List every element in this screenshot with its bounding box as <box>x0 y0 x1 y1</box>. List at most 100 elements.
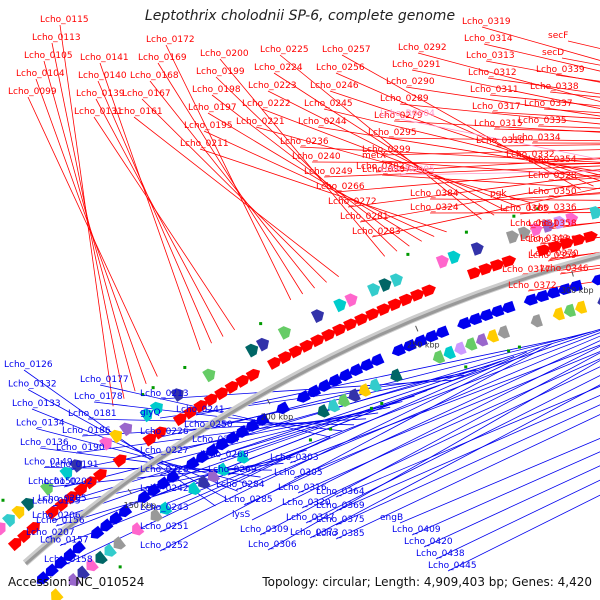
forward-gene-label-leader <box>411 69 600 109</box>
reverse-gene-label: Lcho_0191 <box>50 460 99 470</box>
reverse-gene-label: Lcho_0205 <box>38 494 87 504</box>
cog-category-block <box>69 459 83 473</box>
cog-category-block <box>589 206 600 220</box>
cog-category-block <box>310 309 325 323</box>
forward-gene-label: Lcho_0324 <box>410 203 459 213</box>
reverse-gene-label: Lcho_0207 <box>26 528 75 538</box>
forward-gene-label: Lcho_0199 <box>196 67 245 77</box>
cog-category-block <box>11 505 25 520</box>
forward-gene-label: Lcho_0384 <box>410 189 459 199</box>
forward-gene-arrow <box>571 234 587 247</box>
forward-gene-label: secD <box>542 48 564 58</box>
reverse-gene-label-leader <box>159 351 527 514</box>
forward-gene-label-leader <box>489 94 600 107</box>
reverse-gene-label-leader <box>305 375 600 524</box>
cog-category-block <box>563 303 577 318</box>
forward-gene-label: Lcho_0317 <box>472 102 521 112</box>
forward-gene-arrow <box>354 313 369 327</box>
gc-marker <box>183 365 187 369</box>
forward-gene-label-leader <box>95 98 224 337</box>
accession-text: Accession: NC_010524 <box>8 575 145 589</box>
forward-gene-label: Lcho_0359 <box>528 251 577 261</box>
forward-gene-label: Lcho_0350 <box>528 187 577 197</box>
reverse-gene-label: Lcho_0375 <box>316 515 365 525</box>
forward-gene-label-leader <box>255 126 533 204</box>
reverse-gene-label: Lcho_0251 <box>140 522 189 532</box>
reverse-gene-label: Lcho_0409 <box>392 525 441 535</box>
reverse-gene-label: Lcho_0133 <box>12 399 61 409</box>
forward-gene-label: Lcho_0312 <box>468 68 517 78</box>
cog-category-block <box>432 350 446 364</box>
reverse-gene-label: Lcho_0190 <box>56 443 105 453</box>
forward-gene-label-leader <box>375 158 600 173</box>
forward-gene-label: Lcho_0245 <box>304 99 353 109</box>
forward-gene-label-leader <box>203 130 435 237</box>
forward-gene-arrow <box>245 368 261 382</box>
cog-category-block <box>443 345 456 360</box>
forward-gene-label-leader <box>393 120 600 133</box>
reverse-gene-label: Lcho_0316 <box>278 483 327 493</box>
cog-category-block <box>317 404 330 418</box>
reverse-gene-arrow <box>328 373 343 387</box>
reverse-gene-label-leader <box>297 358 600 494</box>
forward-gene-label: Lcho_0198 <box>192 85 241 95</box>
reverse-gene-label: Lcho_0181 <box>68 409 117 419</box>
reverse-gene-label: Lcho_0243 <box>140 503 189 513</box>
reverse-gene-label: Lcho_0252 <box>140 541 189 551</box>
cog-category-block <box>217 462 230 476</box>
forward-gene-arrow <box>501 255 517 268</box>
reverse-gene-label-leader <box>227 332 600 476</box>
forward-gene-label: Lcho_0331 <box>510 219 559 229</box>
gc-marker <box>406 252 410 256</box>
genome-backbone <box>22 252 600 566</box>
forward-gene-label-leader <box>487 77 600 95</box>
cog-category-block <box>202 368 216 383</box>
forward-gene-arrow <box>267 356 282 370</box>
cog-category-block <box>207 468 221 483</box>
cog-category-block <box>149 401 163 416</box>
reverse-gene-label-leader <box>243 340 600 506</box>
cog-category-block <box>517 226 531 241</box>
cog-category-block <box>552 307 565 321</box>
reverse-gene-arrow <box>435 325 450 338</box>
cog-category-block <box>327 398 341 413</box>
forward-gene-label-leader <box>483 43 600 72</box>
forward-gene-label: pgk <box>490 189 507 199</box>
reverse-gene-label: Lcho_0126 <box>4 360 53 370</box>
forward-gene-arrow <box>203 393 218 407</box>
reverse-gene-label: Lcho_0306 <box>248 540 297 550</box>
reverse-gene-arrow <box>147 483 161 497</box>
forward-gene-label: Lcho_0195 <box>184 121 233 131</box>
forward-gene-arrow <box>92 468 107 483</box>
forward-gene-arrow <box>548 240 563 253</box>
cog-category-block <box>245 343 259 358</box>
forward-gene-label: Lcho_0172 <box>146 35 195 45</box>
forward-gene-arrow <box>214 387 229 401</box>
reverse-gene-label: Lcho_0158 <box>44 555 93 565</box>
forward-gene-label: Lcho_0319 <box>462 17 511 27</box>
reverse-gene-arrow <box>235 424 250 438</box>
reverse-gene-arrow <box>568 279 583 292</box>
scale-tick-label: 250 kbp <box>407 340 440 349</box>
reverse-gene-label: Lcho_0226 <box>140 427 189 437</box>
forward-gene-label: Lcho_0211 <box>180 139 229 149</box>
reverse-gene-label: Lcho_0242 <box>140 484 189 494</box>
reverse-gene-label: Lcho_0155 <box>32 497 81 507</box>
forward-gene-arrow <box>288 345 303 359</box>
forward-gene-arrow <box>398 293 414 307</box>
reverse-gene-label-leader <box>211 328 600 446</box>
cog-category-block <box>367 283 381 297</box>
forward-gene-label: Lcho_0272 <box>328 197 377 207</box>
reverse-gene-label-leader <box>159 360 502 476</box>
reverse-gene-label-leader <box>55 449 307 527</box>
cog-category-block <box>338 393 351 407</box>
cog-category-block <box>475 333 489 347</box>
cog-category-block <box>447 250 461 265</box>
reverse-gene-label: Lcho_0445 <box>428 561 477 571</box>
reverse-gene-arrow <box>307 384 322 398</box>
forward-gene-label: Lcho_0225 <box>260 45 309 55</box>
genome-title: Leptothrix cholodnii SP-6, complete geno… <box>144 8 456 24</box>
forward-gene-label: Lcho_0336 <box>528 203 577 213</box>
cog-category-block <box>541 219 555 233</box>
